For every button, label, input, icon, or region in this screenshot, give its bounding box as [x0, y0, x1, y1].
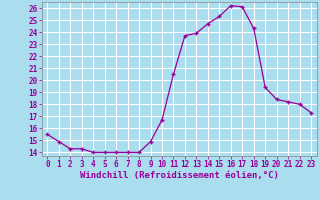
X-axis label: Windchill (Refroidissement éolien,°C): Windchill (Refroidissement éolien,°C) — [80, 171, 279, 180]
